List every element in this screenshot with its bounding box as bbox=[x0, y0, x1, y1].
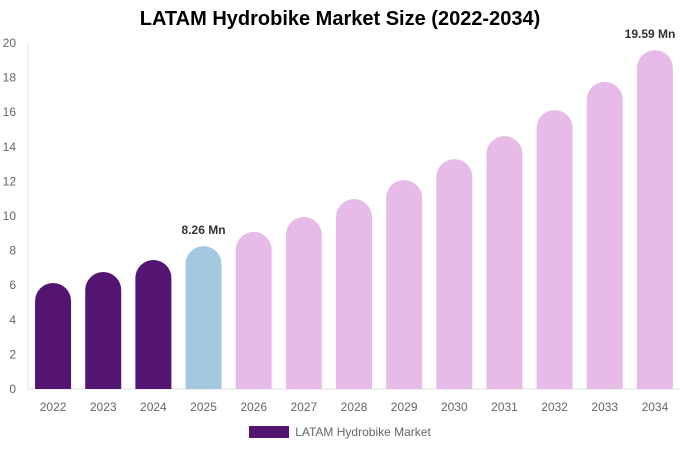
bar-2029 bbox=[386, 180, 423, 389]
y-tick-label: 10 bbox=[3, 209, 17, 223]
x-tick-label: 2029 bbox=[391, 400, 418, 414]
bar-2030 bbox=[436, 159, 473, 389]
bar-2027 bbox=[285, 217, 322, 389]
data-label: 8.26 Mn bbox=[182, 223, 226, 237]
x-tick-label: 2028 bbox=[341, 400, 368, 414]
bar-2031 bbox=[486, 136, 523, 389]
y-tick-label: 4 bbox=[9, 313, 16, 327]
bar-2023 bbox=[85, 272, 122, 389]
x-tick-label: 2026 bbox=[240, 400, 267, 414]
x-tick-label: 2022 bbox=[40, 400, 67, 414]
y-tick-label: 20 bbox=[3, 36, 17, 50]
bar-2022 bbox=[35, 282, 72, 389]
bar-2024 bbox=[135, 259, 172, 389]
y-tick-label: 6 bbox=[9, 278, 16, 292]
bar-2032 bbox=[536, 109, 573, 390]
x-tick-label: 2025 bbox=[190, 400, 217, 414]
y-tick-label: 8 bbox=[9, 244, 16, 258]
x-tick-label: 2027 bbox=[290, 400, 317, 414]
legend[interactable]: LATAM Hydrobike Market bbox=[0, 425, 680, 439]
bar-2033 bbox=[586, 81, 623, 390]
x-tick-label: 2032 bbox=[541, 400, 568, 414]
y-tick-label: 18 bbox=[3, 71, 17, 85]
data-label: 19.59 Mn bbox=[625, 27, 676, 41]
x-tick-label: 2031 bbox=[491, 400, 518, 414]
x-tick-label: 2023 bbox=[90, 400, 117, 414]
x-tick-label: 2034 bbox=[642, 400, 669, 414]
legend-swatch bbox=[249, 426, 290, 438]
chart-title: LATAM Hydrobike Market Size (2022-2034) bbox=[139, 8, 541, 30]
bar-2026 bbox=[235, 231, 272, 389]
bar-2025 bbox=[185, 246, 222, 389]
y-tick-label: 0 bbox=[9, 382, 16, 396]
y-tick-label: 2 bbox=[9, 347, 16, 361]
y-tick-label: 12 bbox=[3, 174, 17, 188]
legend-label: LATAM Hydrobike Market bbox=[295, 425, 431, 439]
bar-2034 bbox=[636, 50, 673, 389]
y-tick-label: 14 bbox=[3, 140, 17, 154]
y-tick-label: 16 bbox=[3, 105, 17, 119]
x-tick-label: 2033 bbox=[591, 400, 618, 414]
x-tick-label: 2024 bbox=[140, 400, 167, 414]
bar-2028 bbox=[336, 199, 372, 389]
x-tick-label: 2030 bbox=[441, 400, 468, 414]
